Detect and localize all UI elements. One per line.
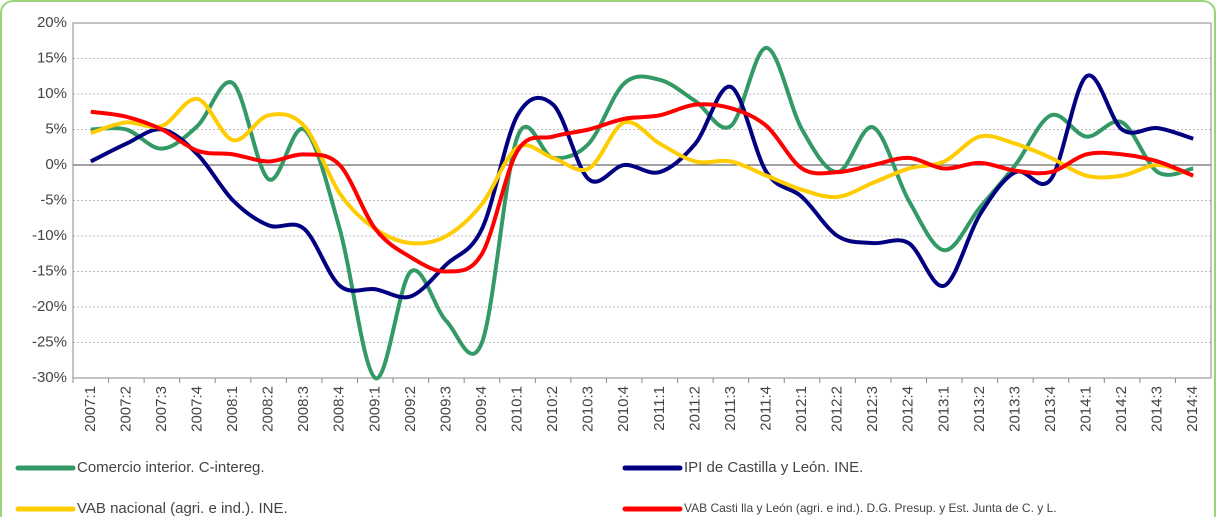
x-tick-label: 2014:4 — [1184, 386, 1201, 432]
y-tick-label: -30% — [32, 369, 67, 386]
legend-label: VAB Casti lla y León (agri. e ind.). D.G… — [684, 501, 1057, 515]
legend-label: VAB nacional (agri. e ind.). INE. — [77, 500, 288, 517]
x-tick-label: 2011:4 — [757, 386, 774, 431]
x-tick-label: 2014:2 — [1113, 386, 1130, 432]
y-tick-label: -15% — [32, 262, 67, 279]
x-tick-label: 2010:3 — [580, 386, 597, 432]
x-tick-label: 2012:2 — [829, 386, 846, 432]
series-line — [90, 102, 1194, 274]
x-tick-label: 2013:2 — [971, 386, 988, 432]
x-tick-label: 2010:4 — [615, 386, 632, 432]
x-tick-label: 2011:1 — [651, 386, 668, 431]
series-line — [90, 96, 1194, 246]
x-tick-label: 2012:3 — [864, 386, 881, 432]
legend-label: IPI de Castilla y León. INE. — [684, 459, 863, 476]
y-tick-label: -5% — [40, 191, 67, 208]
y-tick-label: 5% — [45, 120, 67, 137]
x-tick-label: 2014:3 — [1149, 386, 1166, 432]
y-tick-label: 10% — [37, 85, 67, 102]
y-tick-label: 0% — [45, 156, 67, 173]
x-tick-label: 2009:4 — [473, 386, 490, 432]
x-tick-label: 2010:1 — [509, 386, 526, 432]
x-tick-label: 2008:2 — [260, 386, 277, 432]
y-tick-label: -25% — [32, 333, 67, 350]
x-tick-label: 2009:3 — [437, 386, 454, 432]
x-tick-label: 2014:1 — [1078, 386, 1095, 432]
legend-label: Comercio interior. C-intereg. — [77, 459, 265, 476]
x-tick-label: 2009:1 — [366, 386, 383, 432]
x-tick-label: 2012:4 — [900, 386, 917, 432]
y-tick-label: 15% — [37, 49, 67, 66]
x-tick-label: 2008:4 — [331, 386, 348, 432]
x-tick-label: 2009:2 — [402, 386, 419, 432]
y-tick-label: -10% — [32, 227, 67, 244]
y-tick-label: 20% — [37, 14, 67, 31]
x-tick-label: 2007:4 — [188, 386, 205, 432]
x-tick-label: 2007:3 — [153, 386, 170, 432]
x-tick-label: 2008:3 — [295, 386, 312, 432]
x-tick-label: 2007:1 — [82, 386, 99, 432]
x-tick-label: 2013:4 — [1042, 386, 1059, 432]
x-tick-label: 2011:3 — [722, 386, 739, 431]
x-tick-label: 2008:1 — [224, 386, 241, 432]
x-tick-label: 2013:3 — [1006, 386, 1023, 432]
x-tick-label: 2010:2 — [544, 386, 561, 432]
x-tick-label: 2012:1 — [793, 386, 810, 432]
x-tick-label: 2013:1 — [935, 386, 952, 432]
x-tick-label: 2011:2 — [686, 386, 703, 431]
y-tick-label: -20% — [32, 298, 67, 315]
x-tick-label: 2007:2 — [117, 386, 134, 432]
